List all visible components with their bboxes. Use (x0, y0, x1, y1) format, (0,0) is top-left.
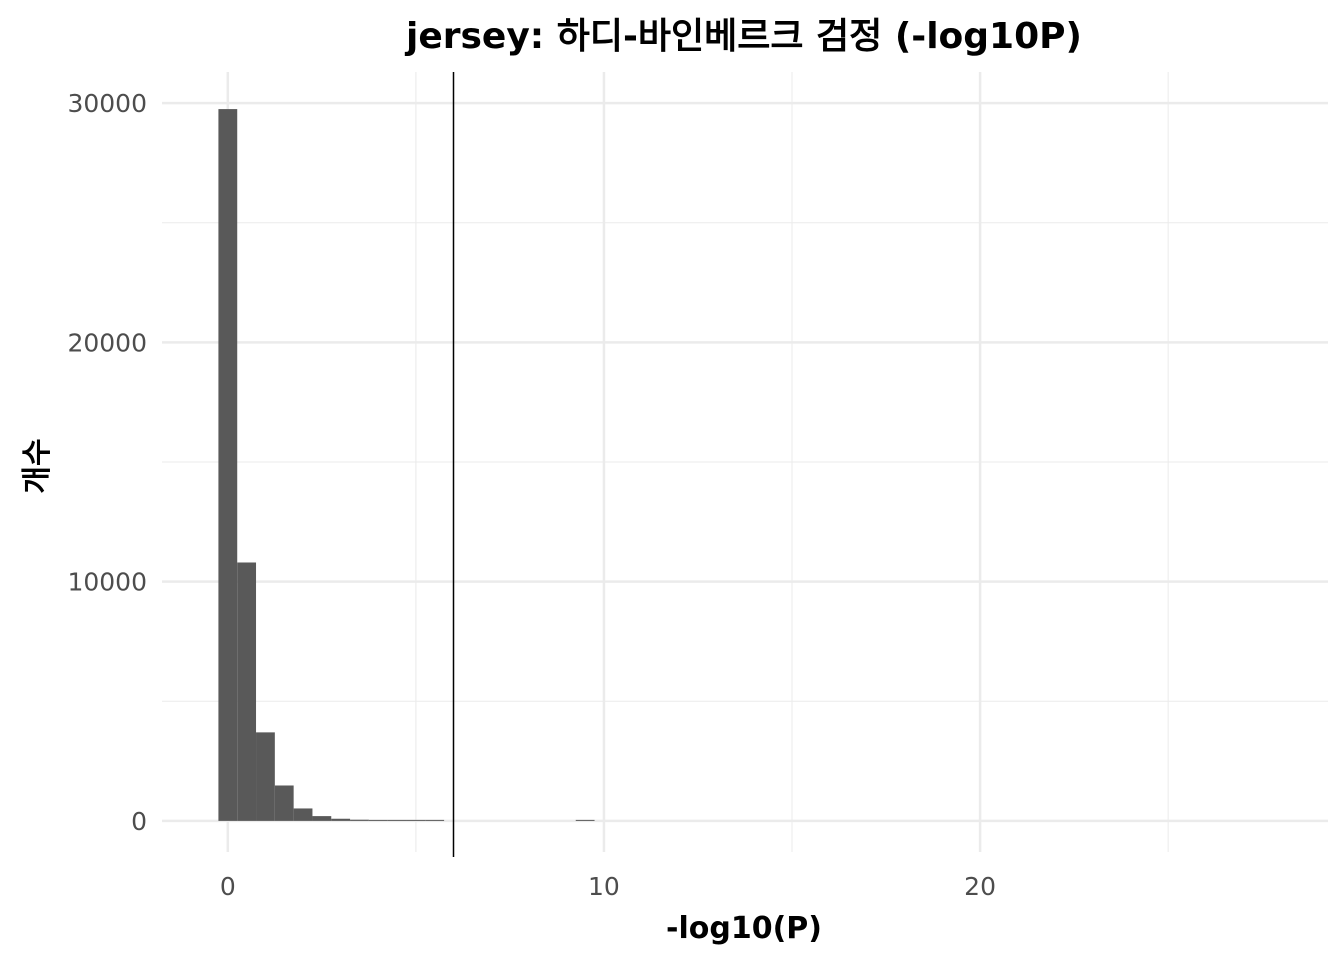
histogram-bar (274, 785, 294, 821)
y-tick-label: 0 (131, 807, 147, 836)
histogram-bar (312, 816, 332, 821)
histogram-bar (293, 808, 313, 821)
x-tick-label: 10 (588, 872, 620, 901)
x-tick-label: 20 (964, 872, 996, 901)
x-axis-tick-labels: 0 10 20 (220, 872, 996, 901)
histogram-bar (368, 819, 388, 821)
grid-lines (162, 72, 1328, 852)
histogram-bar (256, 732, 275, 821)
y-axis-title: 개수 (20, 438, 55, 493)
chart-title: jersey: 하디-바인베르크 검정 (-log10P) (404, 16, 1082, 57)
histogram-bar (425, 819, 445, 821)
y-tick-label: 30000 (67, 89, 147, 118)
histogram-bar (575, 819, 595, 821)
y-tick-label: 20000 (67, 328, 147, 357)
y-tick-label: 10000 (67, 568, 147, 597)
histogram-bar (237, 562, 257, 821)
histogram-bars (218, 109, 595, 821)
y-axis-tick-labels: 0 10000 20000 30000 (67, 89, 147, 836)
histogram-bar (350, 819, 369, 821)
histogram-bar (331, 818, 351, 821)
x-tick-label: 0 (220, 872, 236, 901)
histogram-bar (406, 819, 426, 821)
x-axis-title: -log10(P) (666, 911, 822, 946)
histogram-bar (387, 819, 407, 821)
histogram-bar (218, 109, 238, 821)
